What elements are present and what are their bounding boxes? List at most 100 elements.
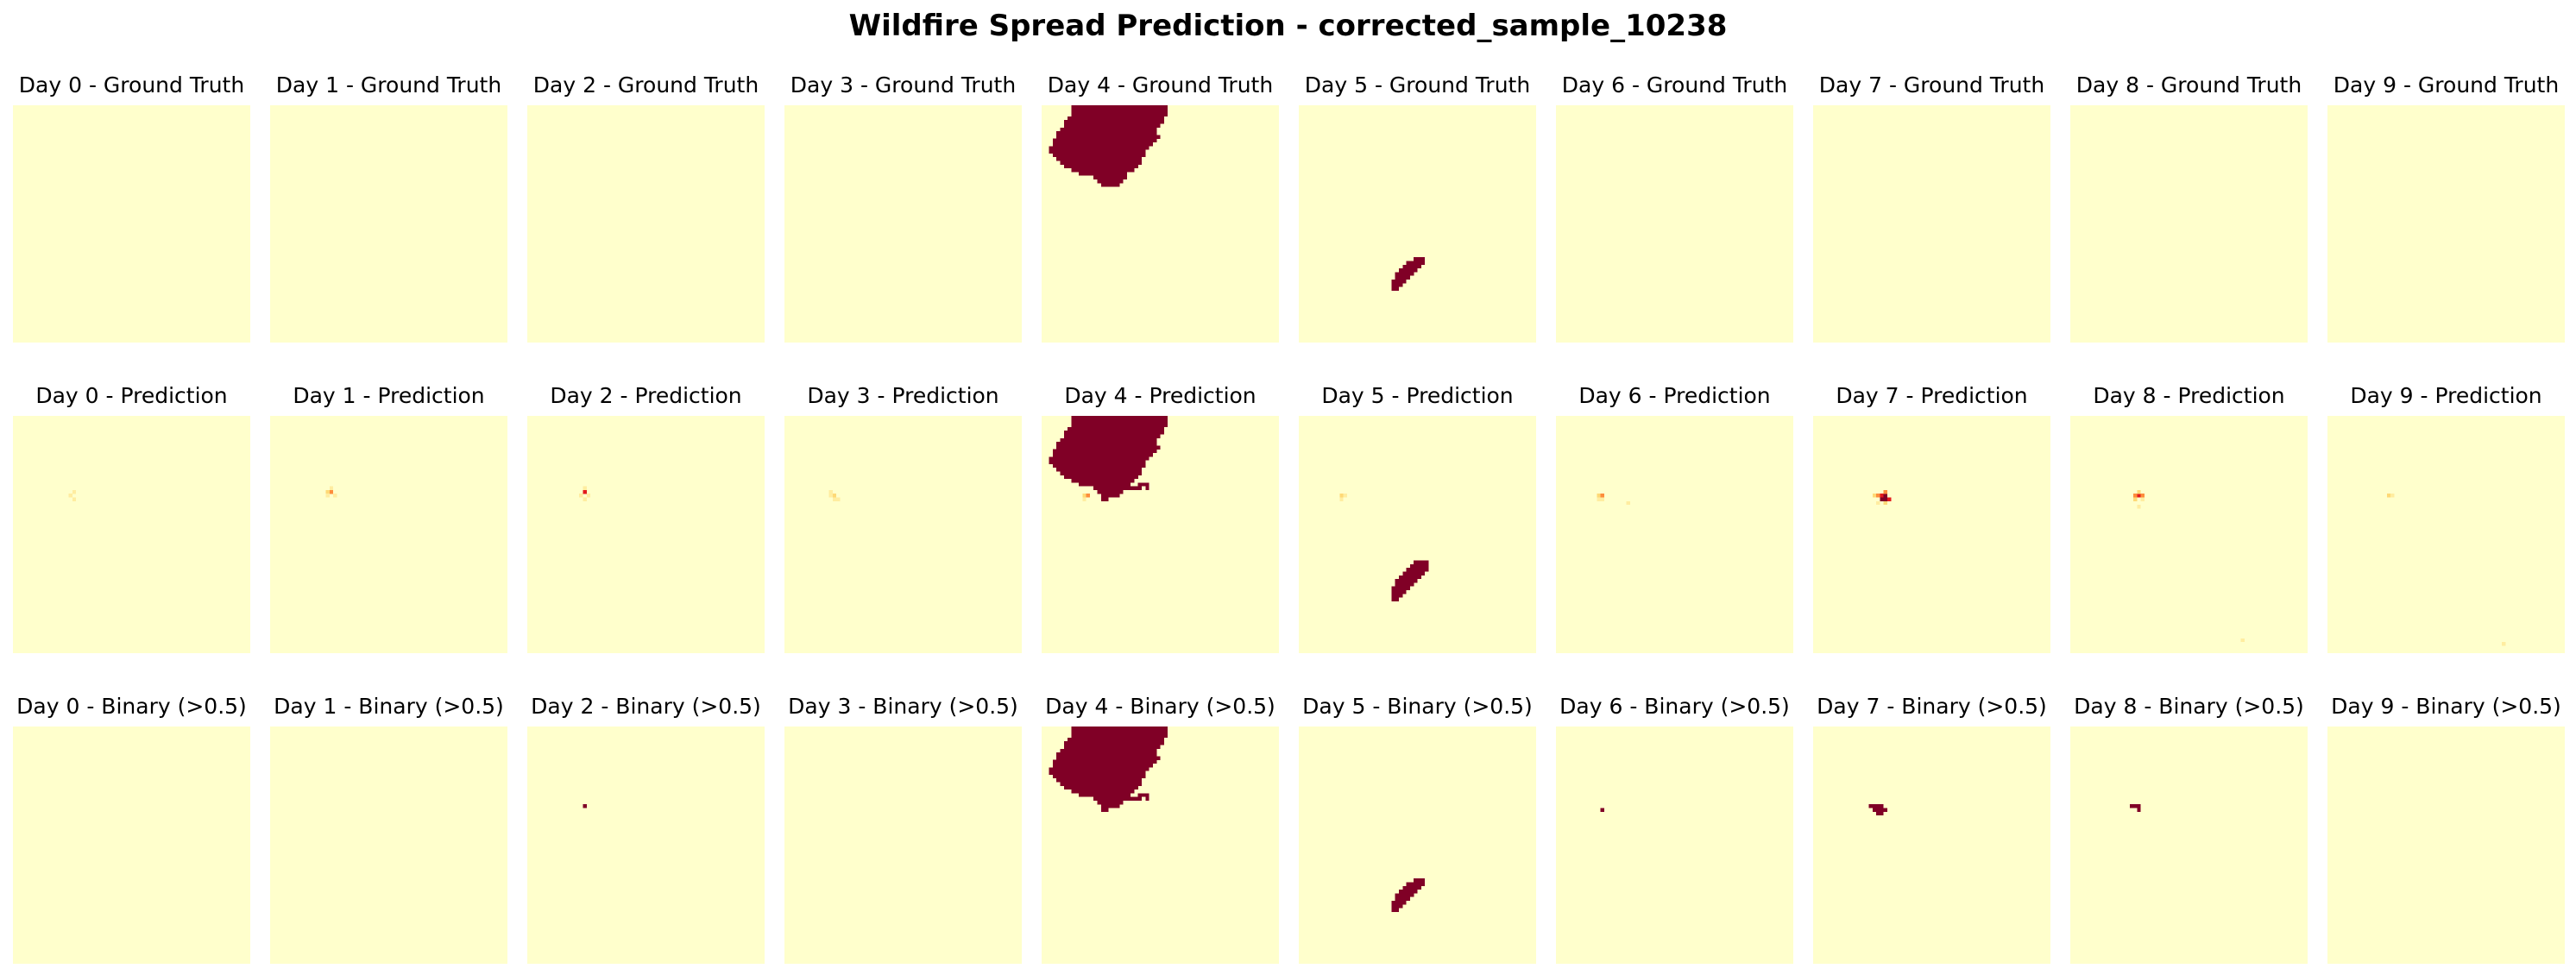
- heatmap-cell: [1131, 767, 1135, 771]
- heatmap-cell: [1097, 763, 1101, 768]
- heatmap-cell: [1137, 774, 1143, 779]
- heatmap-cell: [1097, 456, 1101, 461]
- heatmap-background: [13, 105, 250, 343]
- heatmap-cell: [1060, 437, 1064, 443]
- heatmap-cell: [1097, 442, 1101, 446]
- heatmap-cell: [1082, 730, 1086, 734]
- heatmap-cell: [1152, 756, 1157, 760]
- heatmap-cell: [1126, 419, 1131, 424]
- heatmap-cell: [1105, 146, 1109, 150]
- heatmap-cell: [1097, 756, 1101, 760]
- heatmap-cell: [1100, 486, 1105, 491]
- heatmap-background: [1299, 105, 1536, 343]
- heatmap-cell: [1086, 445, 1090, 450]
- heatmap-cell: [1093, 793, 1098, 797]
- heatmap-cell: [1134, 419, 1138, 424]
- heatmap-cell: [1071, 142, 1075, 147]
- heatmap-cell: [1082, 127, 1086, 132]
- heatmap-cell: [832, 494, 837, 498]
- heatmap-cell: [1115, 175, 1120, 180]
- heatmap-cell: [1131, 789, 1135, 794]
- heatmap-cell: [1086, 793, 1090, 797]
- heatmap-cell: [1078, 138, 1083, 143]
- heatmap-cell: [1074, 789, 1080, 794]
- heatmap-cell: [1152, 759, 1157, 764]
- heatmap-cell: [1131, 127, 1135, 132]
- heatmap-cell: [1126, 759, 1131, 764]
- heatmap-cell: [1126, 730, 1131, 734]
- heatmap-cell: [1152, 127, 1157, 132]
- heatmap-cell: [1145, 796, 1149, 802]
- heatmap-cell: [1082, 416, 1086, 420]
- heatmap-cell: [1406, 575, 1410, 580]
- heatmap-cell: [1395, 283, 1400, 287]
- heatmap-cell: [1137, 756, 1143, 760]
- heatmap-cell: [1068, 434, 1072, 438]
- heatmap-cell: [1060, 759, 1064, 764]
- heatmap-cell: [2386, 494, 2391, 498]
- heatmap-cell: [1097, 146, 1101, 150]
- panel-title: Day 7 - Prediction: [1836, 383, 2028, 408]
- heatmap-cell: [1402, 893, 1407, 897]
- heatmap-cell: [1063, 763, 1068, 768]
- heatmap-cell: [1137, 426, 1143, 431]
- heatmap-cell: [1105, 416, 1109, 420]
- heatmap-cell: [1082, 445, 1086, 450]
- heatmap-cell: [1108, 172, 1112, 176]
- heatmap-cell: [1063, 782, 1068, 786]
- heatmap-cell: [1395, 579, 1400, 583]
- heatmap-cell: [1108, 782, 1112, 786]
- heatmap-cell: [1074, 127, 1080, 132]
- heatmap-cell: [1086, 131, 1090, 135]
- heatmap-background: [784, 727, 1022, 964]
- heatmap-cell: [1115, 804, 1120, 808]
- heatmap-cell: [1119, 759, 1124, 764]
- panel-title: Day 9 - Ground Truth: [2333, 72, 2560, 98]
- heatmap-cell: [1089, 730, 1094, 734]
- heatmap-image: [527, 727, 765, 964]
- heatmap-cell: [1068, 782, 1072, 786]
- heatmap-cell: [1137, 763, 1143, 768]
- heatmap-cell: [1414, 268, 1418, 273]
- heatmap-image: [1556, 416, 1793, 653]
- heatmap-cell: [1425, 563, 1429, 569]
- heatmap-cell: [1137, 463, 1143, 469]
- heatmap-cell: [1052, 142, 1057, 147]
- heatmap-cell: [1137, 468, 1143, 472]
- heatmap-cell: [1123, 782, 1127, 786]
- heatmap-cell: [1056, 463, 1061, 469]
- heatmap-cell: [1105, 745, 1109, 749]
- heatmap-cell: [1108, 479, 1112, 483]
- heatmap-cell: [1060, 442, 1064, 446]
- heatmap-cell: [1112, 774, 1117, 779]
- heatmap-cell: [1082, 482, 1086, 487]
- heatmap-cell: [1126, 778, 1131, 783]
- heatmap-cell: [1119, 168, 1124, 173]
- heatmap-cell: [1406, 268, 1410, 273]
- heatmap-cell: [1149, 431, 1153, 435]
- heatmap-cell: [1137, 727, 1143, 731]
- heatmap-cell: [1071, 785, 1075, 790]
- heatmap-cell: [1097, 475, 1101, 480]
- heatmap-cell: [1163, 733, 1168, 738]
- heatmap-cell: [1100, 431, 1105, 435]
- heatmap-cell: [1093, 416, 1098, 420]
- heatmap-cell: [1052, 138, 1057, 143]
- heatmap-cell: [1112, 109, 1117, 113]
- heatmap-cell: [1149, 123, 1153, 128]
- heatmap-cell: [1119, 479, 1124, 483]
- heatmap-cell: [1112, 759, 1117, 764]
- panel-title: Day 9 - Binary (>0.5): [2331, 694, 2561, 719]
- heatmap-cell: [1414, 264, 1418, 269]
- heatmap-cell: [1112, 135, 1117, 139]
- heatmap-cell: [1071, 748, 1075, 753]
- heatmap-cell: [1112, 748, 1117, 753]
- panel-title: Day 9 - Prediction: [2350, 383, 2542, 408]
- heatmap-cell: [1131, 785, 1135, 790]
- heatmap-cell: [1049, 146, 1053, 150]
- heatmap-cell: [1134, 437, 1138, 443]
- heatmap-cell: [1123, 789, 1127, 794]
- heatmap-cell: [1093, 142, 1098, 147]
- heatmap-cell: [1126, 456, 1131, 461]
- heatmap-cell: [1119, 131, 1124, 135]
